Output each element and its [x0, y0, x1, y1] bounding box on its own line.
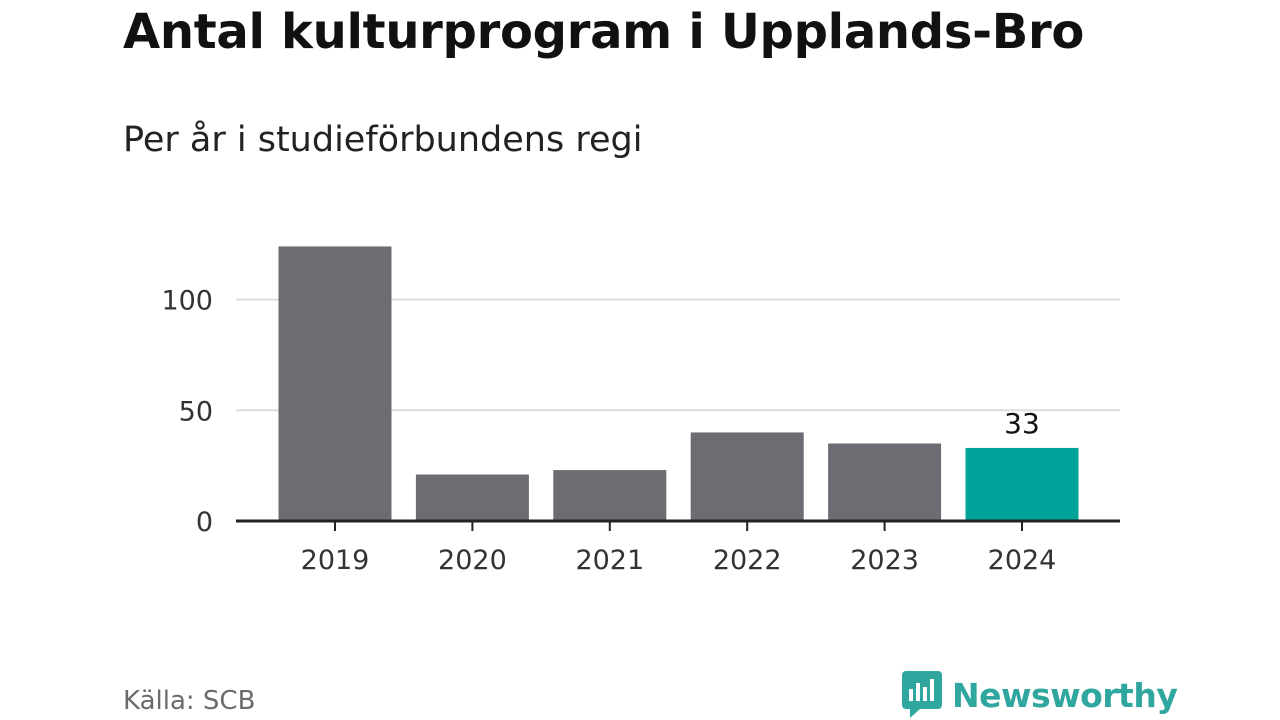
y-tick-label: 0 [196, 507, 213, 538]
bar [690, 432, 804, 521]
bar [828, 443, 942, 521]
chart-subtitle: Per år i studieförbundens regi [123, 120, 643, 160]
data-label: 33 [1004, 407, 1040, 440]
y-tick-label: 100 [161, 286, 213, 317]
x-tick-label: 2021 [575, 545, 644, 576]
x-tick-label: 2020 [438, 545, 507, 576]
x-tick-label: 2019 [301, 545, 370, 576]
source-note: Källa: SCB [123, 686, 256, 716]
x-tick-label: 2023 [850, 545, 919, 576]
y-tick-label: 50 [179, 396, 213, 427]
bar [415, 474, 529, 521]
chart-title: Antal kulturprogram i Upplands-Bro [123, 4, 1085, 60]
bar [553, 470, 667, 521]
newsworthy-logo-icon [902, 671, 942, 718]
bar [965, 447, 1079, 521]
x-tick-label: 2022 [713, 545, 782, 576]
brand-logo: Newsworthy [902, 671, 1178, 719]
bar [278, 246, 392, 522]
x-tick-label: 2024 [988, 545, 1057, 576]
brand-name: Newsworthy [952, 675, 1178, 715]
